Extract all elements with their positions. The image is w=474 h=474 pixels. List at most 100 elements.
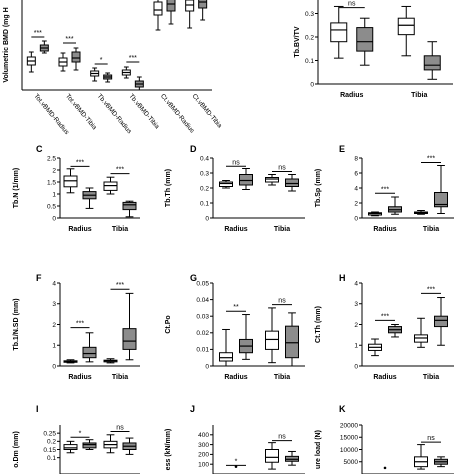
y-axis-label: Tb.N (1/mm): [13, 168, 20, 208]
y-tick-label: 100: [198, 462, 209, 469]
y-tick-label: 0.04: [196, 297, 209, 304]
box-plot: [434, 456, 448, 468]
box-iqr: [153, 1, 163, 16]
panel-G: 0 0.01 0.02 0.03 0.04 0.05 Ct.Po G Radius Tibia **…: [165, 273, 305, 381]
significance-label: ***: [76, 159, 84, 166]
box-plot: [103, 358, 118, 364]
significance-label: ***: [34, 30, 42, 37]
box-plot: [265, 307, 279, 364]
y-tick-label: 0: [354, 215, 358, 222]
significance-label: ***: [116, 167, 124, 174]
box-iqr: [166, 0, 176, 12]
category-label: Tibia: [112, 226, 128, 233]
y-tick-label: 0.15: [43, 447, 56, 454]
box-plot: [185, 0, 195, 29]
panel-J: 100 200 300 400 ess (kN/mm) J * ns: [165, 404, 305, 474]
panel-letter: E: [339, 144, 345, 154]
y-tick-label: 0.3: [200, 170, 209, 177]
box-plot: [265, 174, 279, 186]
box-plot: [122, 437, 137, 455]
y-tick-label: 0.03: [196, 314, 209, 321]
y-tick-label: 0.2: [200, 185, 209, 192]
y-tick-label: 0: [205, 215, 209, 222]
y-axis-label: Volumetric BMD (mg H: [3, 7, 10, 82]
box-plot: [434, 165, 448, 214]
box-iqr: [63, 444, 78, 451]
box-iqr: [265, 177, 279, 183]
y-tick-label: 0.2: [305, 34, 314, 41]
box-iqr: [434, 315, 448, 328]
box-plot: [434, 297, 448, 346]
panel-letter: H: [339, 273, 346, 283]
box-plot: [82, 187, 97, 209]
box-iqr: [434, 192, 448, 208]
box-plot: [356, 17, 374, 66]
y-tick-label: 200: [198, 452, 209, 459]
box-iqr: [219, 181, 233, 187]
y-tick-label: 6: [354, 170, 358, 177]
box-plot: [153, 0, 163, 31]
box-plot: [39, 40, 49, 54]
significance-label: ***: [427, 156, 435, 163]
category-label: Ct.vBMD-Tibia: [191, 93, 224, 130]
significance-label: ns: [427, 435, 435, 442]
box-plot: [71, 47, 81, 71]
box-plot: [388, 324, 402, 338]
y-tick-label: 0.05: [196, 280, 209, 287]
y-tick-label: 8: [354, 155, 358, 162]
significance-label: *: [235, 458, 238, 465]
box-plot: [58, 52, 68, 72]
significance-label: ns: [348, 1, 356, 8]
y-tick-label: 15000: [340, 435, 358, 442]
category-label: Tibia: [274, 226, 290, 233]
category-label: Tot.vBMD-Radius: [32, 93, 70, 137]
panel-top-1: 0 0.1 0.2 0.3 Tb.BV/TV Radius Tibia ns: [294, 0, 453, 99]
box-plot: [219, 180, 233, 189]
box-plot: [166, 0, 176, 25]
y-tick-label: 0: [354, 363, 358, 370]
category-label: Tot.vBMD-Tibia: [64, 93, 98, 132]
category-label: Radius: [224, 374, 247, 381]
box-iqr: [122, 201, 137, 211]
y-tick-label: 0.1: [305, 58, 314, 65]
box-plot: [82, 439, 97, 450]
significance-label: ns: [278, 434, 286, 441]
y-tick-label: 0.01: [196, 347, 209, 354]
box-iqr: [397, 17, 415, 36]
y-tick-label: 0.3: [305, 11, 314, 18]
box-plot: [414, 317, 428, 348]
box-plot: [103, 176, 118, 195]
box-iqr: [423, 55, 441, 71]
box-plot: [368, 211, 382, 217]
y-tick-label: 0: [205, 363, 209, 370]
box-iqr: [285, 178, 299, 187]
significance-label: **: [233, 304, 239, 311]
box-plot: [414, 444, 428, 470]
y-tick-label: 1.5: [47, 179, 56, 186]
y-axis-label: ure load (N): [315, 430, 322, 469]
box-plot: [239, 314, 253, 360]
box-plot: [414, 210, 428, 215]
category-label: Tibia: [411, 92, 427, 99]
category-label: Tibia: [423, 374, 439, 381]
box-iqr: [82, 442, 97, 449]
y-tick-label: 2: [354, 322, 358, 329]
significance-label: ***: [129, 55, 137, 62]
box-iqr: [239, 174, 253, 186]
significance-label: ***: [427, 286, 435, 293]
category-label: Radius: [373, 374, 396, 381]
y-tick-label: 1: [52, 343, 56, 350]
box-plot: [265, 442, 279, 470]
box-iqr: [122, 328, 137, 350]
y-tick-label: 4: [354, 185, 358, 192]
panel-letter: K: [339, 404, 346, 414]
box-plot: [103, 434, 118, 454]
category-label: Radius: [373, 226, 396, 233]
box-plot: [330, 5, 348, 59]
y-tick-label: 4: [52, 280, 56, 287]
significance-label: ***: [76, 321, 84, 328]
box-plot: [82, 332, 97, 363]
box-iqr: [356, 27, 374, 52]
box-iqr: [198, 0, 208, 9]
